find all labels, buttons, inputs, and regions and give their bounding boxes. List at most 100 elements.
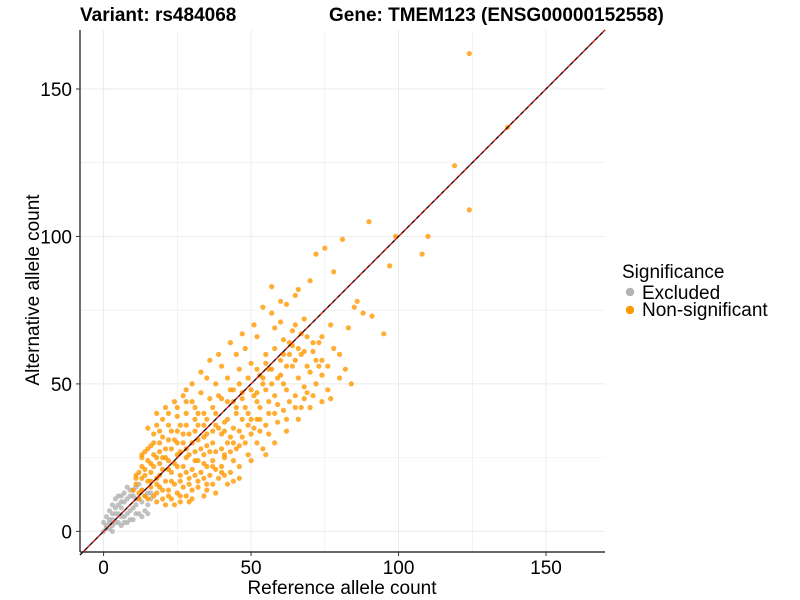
point-non-significant xyxy=(242,404,248,411)
point-non-significant xyxy=(213,422,219,428)
point-non-significant xyxy=(292,292,298,298)
chart-title-gene: Gene: TMEM123 (ENSG00000152558) xyxy=(329,5,664,26)
point-non-significant xyxy=(151,440,157,446)
point-non-significant xyxy=(292,357,298,363)
point-non-significant xyxy=(174,413,180,419)
point-non-significant xyxy=(307,369,313,375)
point-non-significant xyxy=(192,404,198,411)
point-non-significant xyxy=(292,393,298,399)
point-non-significant xyxy=(272,410,278,416)
point-non-significant xyxy=(272,393,278,399)
grid-lines xyxy=(80,30,605,552)
point-non-significant xyxy=(236,443,242,449)
point-non-significant xyxy=(257,416,263,422)
point-non-significant xyxy=(280,381,287,387)
point-non-significant xyxy=(195,410,201,416)
point-non-significant xyxy=(210,481,216,487)
point-non-significant xyxy=(239,331,245,337)
point-non-significant xyxy=(301,316,307,322)
point-non-significant xyxy=(263,422,269,428)
point-non-significant xyxy=(177,472,183,478)
point-non-significant xyxy=(207,357,213,363)
point-excluded xyxy=(127,517,133,523)
point-non-significant xyxy=(254,366,260,372)
point-non-significant xyxy=(165,437,172,443)
point-non-significant xyxy=(171,399,177,405)
point-non-significant xyxy=(219,463,225,470)
axes xyxy=(79,30,605,553)
point-non-significant xyxy=(154,499,160,505)
point-non-significant xyxy=(183,469,189,475)
point-non-significant xyxy=(322,245,328,251)
point-non-significant xyxy=(180,440,186,446)
point-non-significant xyxy=(162,446,169,452)
point-non-significant xyxy=(171,502,177,508)
point-non-significant xyxy=(360,310,366,316)
point-excluded xyxy=(139,514,145,520)
point-non-significant xyxy=(466,207,472,213)
point-non-significant xyxy=(304,363,310,369)
point-non-significant xyxy=(310,340,316,346)
point-excluded xyxy=(130,505,136,511)
point-non-significant xyxy=(174,463,180,470)
point-excluded xyxy=(124,484,130,490)
point-non-significant xyxy=(266,399,272,405)
point-non-significant xyxy=(230,440,236,446)
point-non-significant xyxy=(351,304,357,310)
point-non-significant xyxy=(263,360,269,366)
legend: Significance Excluded Non-significant xyxy=(622,262,768,321)
point-excluded xyxy=(124,511,130,517)
point-non-significant xyxy=(419,251,425,257)
point-non-significant xyxy=(210,428,216,434)
point-non-significant xyxy=(201,452,207,458)
point-non-significant xyxy=(328,396,334,402)
point-non-significant xyxy=(183,387,189,393)
point-non-significant xyxy=(177,493,183,499)
point-non-significant xyxy=(307,404,313,411)
point-non-significant xyxy=(157,460,163,467)
point-non-significant xyxy=(168,428,174,434)
point-non-significant xyxy=(148,469,154,475)
point-excluded xyxy=(121,499,127,505)
point-non-significant xyxy=(160,416,166,422)
point-non-significant xyxy=(139,452,145,458)
point-non-significant xyxy=(192,428,198,434)
point-non-significant xyxy=(177,422,183,428)
point-non-significant xyxy=(213,466,219,472)
point-non-significant xyxy=(272,440,278,446)
point-non-significant xyxy=(248,387,254,393)
point-non-significant xyxy=(251,425,257,431)
y-axis-ticks: 0 50 100 150 xyxy=(40,80,80,543)
point-non-significant xyxy=(295,286,301,293)
point-non-significant xyxy=(275,401,281,408)
point-non-significant xyxy=(201,493,207,499)
point-non-significant xyxy=(295,375,301,381)
point-non-significant xyxy=(204,481,210,487)
point-non-significant xyxy=(219,446,225,452)
point-non-significant xyxy=(198,369,204,375)
point-non-significant xyxy=(204,375,210,381)
point-non-significant xyxy=(142,472,148,478)
point-non-significant xyxy=(227,340,233,346)
point-non-significant xyxy=(313,381,319,387)
data-points xyxy=(101,51,511,535)
x-axis-ticks: 0 50 100 150 xyxy=(98,552,562,579)
point-non-significant xyxy=(313,251,319,257)
point-non-significant xyxy=(278,319,284,325)
point-non-significant xyxy=(162,404,169,411)
point-non-significant xyxy=(245,375,251,381)
point-non-significant xyxy=(283,428,290,434)
point-non-significant xyxy=(298,404,304,411)
point-non-significant xyxy=(452,163,458,169)
point-non-significant xyxy=(160,496,166,502)
point-non-significant xyxy=(251,322,257,328)
point-non-significant xyxy=(207,396,213,402)
point-non-significant xyxy=(230,458,236,464)
point-non-significant xyxy=(198,469,204,475)
point-non-significant xyxy=(198,446,204,452)
point-non-significant xyxy=(230,425,236,431)
point-non-significant xyxy=(145,425,151,431)
point-non-significant xyxy=(130,487,136,493)
point-non-significant xyxy=(280,337,287,343)
